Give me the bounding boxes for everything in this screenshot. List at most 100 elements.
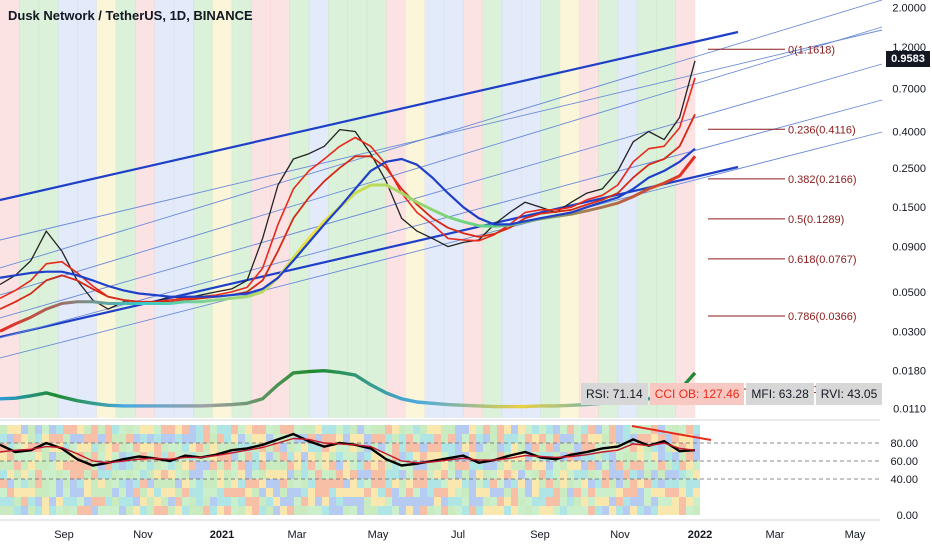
heat-cell: [7, 479, 14, 488]
heat-cell: [14, 497, 21, 506]
heat-cell: [231, 470, 238, 479]
heat-cell: [616, 434, 623, 443]
heat-cell: [497, 425, 504, 434]
heat-cell: [658, 452, 665, 461]
heat-cell: [392, 443, 399, 452]
heat-cell: [77, 443, 84, 452]
heat-cell: [287, 488, 294, 497]
osc-osc_red: [0, 437, 696, 464]
heat-cell: [70, 470, 77, 479]
heat-cell: [259, 497, 266, 506]
heat-cell: [14, 425, 21, 434]
heat-cell: [119, 479, 126, 488]
heat-cell: [14, 470, 21, 479]
heat-cell: [427, 506, 434, 515]
heat-cell: [273, 488, 280, 497]
heat-cell: [693, 506, 700, 515]
heat-cell: [168, 434, 175, 443]
heat-cell: [490, 479, 497, 488]
heat-cell: [21, 488, 28, 497]
heat-cell: [672, 425, 679, 434]
heat-cell: [630, 461, 637, 470]
heat-cell: [196, 479, 203, 488]
x-tick-4: May: [368, 529, 389, 541]
heat-cell: [679, 488, 686, 497]
heat-cell: [525, 461, 532, 470]
heat-cell: [469, 497, 476, 506]
heat-cell: [518, 506, 525, 515]
osc-y-tick-3: 0.00: [897, 510, 918, 522]
heat-cell: [560, 506, 567, 515]
heat-cell: [56, 425, 63, 434]
heat-cell: [378, 497, 385, 506]
heat-cell: [665, 425, 672, 434]
heat-cell: [224, 479, 231, 488]
heat-cell: [231, 434, 238, 443]
heat-cell: [455, 497, 462, 506]
heat-cell: [637, 479, 644, 488]
series-close: [0, 60, 696, 310]
heat-cell: [616, 497, 623, 506]
heat-cell: [350, 506, 357, 515]
heat-cell: [651, 479, 658, 488]
heat-cell: [588, 470, 595, 479]
heat-cell: [112, 461, 119, 470]
heat-cell: [350, 461, 357, 470]
heat-cell: [455, 443, 462, 452]
heat-cell: [623, 425, 630, 434]
heat-cell: [420, 443, 427, 452]
heat-cell: [126, 488, 133, 497]
heat-cell: [28, 461, 35, 470]
heat-cell: [91, 425, 98, 434]
heat-cell: [154, 425, 161, 434]
heat-cell: [98, 434, 105, 443]
heat-cell: [336, 470, 343, 479]
heat-cell: [7, 434, 14, 443]
heat-cell: [434, 479, 441, 488]
band-16: [308, 0, 329, 418]
heat-cell: [301, 488, 308, 497]
heat-cell: [42, 434, 49, 443]
heat-cell: [336, 506, 343, 515]
y-tick-8: 0.0300: [892, 326, 926, 338]
heat-cell: [469, 434, 476, 443]
heat-cell: [308, 434, 315, 443]
heat-cell: [406, 443, 413, 452]
heat-cell: [574, 470, 581, 479]
heat-cell: [238, 461, 245, 470]
heat-cell: [539, 506, 546, 515]
heat-cell: [280, 452, 287, 461]
heat-cell: [497, 497, 504, 506]
heat-cell: [693, 452, 700, 461]
heat-cell: [427, 452, 434, 461]
heat-cell: [203, 506, 210, 515]
heat-cell: [406, 434, 413, 443]
heat-cell: [28, 434, 35, 443]
heat-cell: [273, 434, 280, 443]
heat-cell: [112, 497, 119, 506]
heat-cell: [497, 452, 504, 461]
heat-cell: [441, 443, 448, 452]
heat-cell: [371, 497, 378, 506]
heat-cell: [588, 452, 595, 461]
heat-cell: [315, 506, 322, 515]
heat-cell: [14, 479, 21, 488]
heat-cell: [609, 488, 616, 497]
heat-cell: [343, 506, 350, 515]
heat-cell: [609, 425, 616, 434]
heat-cell: [518, 470, 525, 479]
heat-cell: [245, 425, 252, 434]
heat-cell: [504, 497, 511, 506]
heat-cell: [546, 488, 553, 497]
heat-cell: [175, 443, 182, 452]
heat-cell: [28, 443, 35, 452]
heat-cell: [203, 488, 210, 497]
heat-cell: [525, 425, 532, 434]
heat-cell: [665, 443, 672, 452]
heat-cell: [490, 461, 497, 470]
heat-cell: [658, 488, 665, 497]
price-series: [0, 60, 697, 409]
heat-cell: [35, 488, 42, 497]
heat-cell: [0, 479, 7, 488]
